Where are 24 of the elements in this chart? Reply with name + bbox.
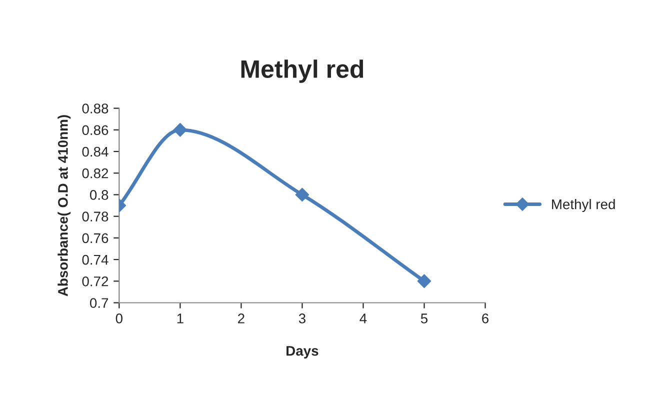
- x-tick-label: 3: [298, 314, 306, 324]
- point: [173, 122, 188, 137]
- y-tick-label: 0.72: [82, 276, 108, 286]
- x-axis-title: Days: [286, 346, 318, 359]
- y-tick-label: 0.86: [82, 125, 108, 136]
- y-tick-label: 0.76: [82, 233, 108, 244]
- y-tick-label: 0.82: [82, 168, 108, 178]
- y-tick-label: 0.74: [82, 254, 108, 265]
- y-tick-label: 0.7: [90, 298, 108, 308]
- x-tick-label: 5: [420, 314, 428, 324]
- y-tick-label: 0.84: [82, 146, 108, 157]
- chart-title: Methyl red: [241, 60, 364, 83]
- y-tick-label: 0.8: [90, 190, 108, 200]
- legend-label: Methyl red: [552, 199, 615, 212]
- x-tick-label: 0: [116, 314, 122, 324]
- point: [417, 274, 432, 288]
- point: [295, 188, 310, 202]
- y-axis-title: Absorbance( O.D at 410nm): [58, 115, 71, 296]
- x-tick-label: 1: [177, 314, 184, 324]
- y-tick-label: 0.88: [82, 104, 108, 114]
- x-tick-label: 6: [482, 314, 488, 324]
- x-tick-label: 2: [238, 314, 244, 324]
- x-tick-label: 4: [360, 314, 367, 324]
- y-tick-label: 0.78: [82, 212, 108, 222]
